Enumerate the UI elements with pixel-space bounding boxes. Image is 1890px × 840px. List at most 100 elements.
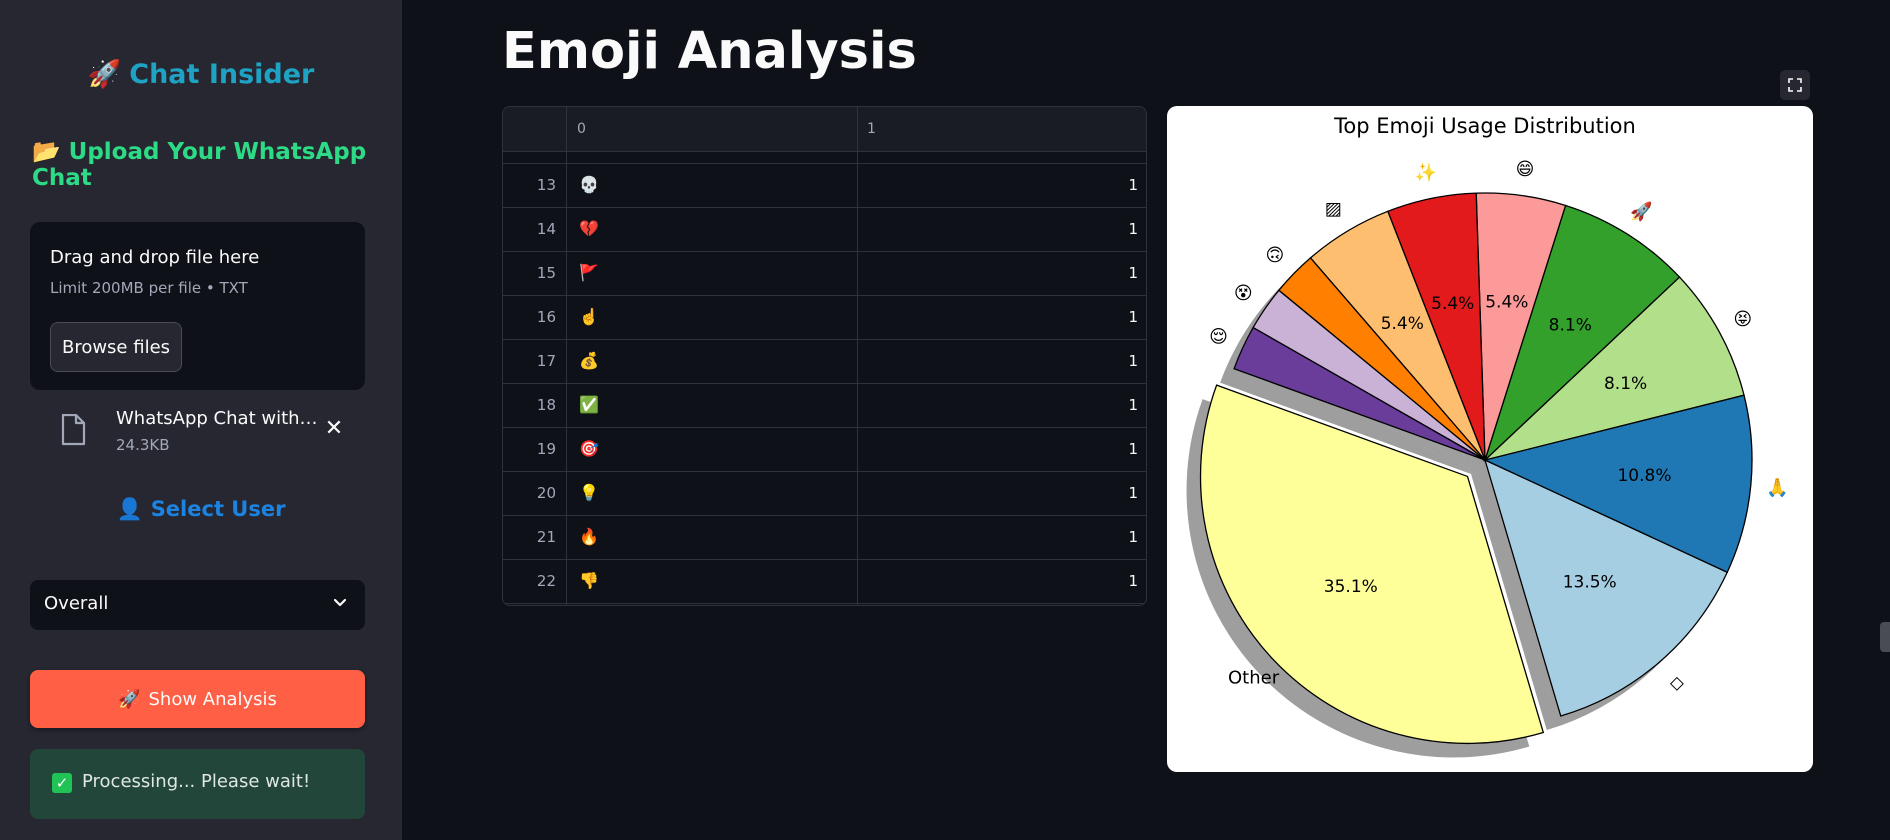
slice-category-label: 🙏 [1766, 478, 1788, 499]
table-header: 0 1 [503, 107, 1146, 152]
row-index: 18 [536, 396, 556, 414]
slice-percent-label: 8.1% [1604, 374, 1647, 394]
page-title: Emoji Analysis [502, 22, 917, 81]
table-row [503, 120, 1146, 164]
slice-category-label: 😵 [1234, 283, 1253, 304]
column-divider [566, 107, 567, 605]
count-cell: 1 [1128, 484, 1138, 502]
emoji-cell: 💔 [579, 219, 599, 238]
count-cell: 1 [1128, 264, 1138, 282]
show-analysis-label: Show Analysis [148, 688, 277, 710]
row-index: 16 [536, 308, 556, 326]
count-cell: 1 [1128, 396, 1138, 414]
brand-title: Chat Insider [129, 59, 315, 90]
slice-category-label: 😝 [1733, 309, 1752, 330]
row-index: 19 [536, 440, 556, 458]
table-row[interactable]: 15 🚩 1 [503, 252, 1146, 296]
dropzone-limit: Limit 200MB per file • TXT [50, 279, 248, 297]
file-dropzone[interactable]: Drag and drop file here Limit 200MB per … [30, 222, 365, 390]
slice-percent-label: 35.1% [1324, 577, 1378, 597]
count-cell: 1 [1128, 528, 1138, 546]
uploaded-file: WhatsApp Chat with T... 24.3KB ✕ [30, 400, 365, 466]
upload-heading: 📂 Upload Your WhatsApp Chat [32, 138, 402, 191]
column-divider [857, 107, 858, 605]
table-row[interactable]: 17 💰 1 [503, 340, 1146, 384]
emoji-cell: 👎 [579, 571, 599, 590]
row-index: 17 [536, 352, 556, 370]
slice-category-label: Other [1228, 668, 1280, 689]
slice-percent-label: 5.4% [1485, 292, 1528, 312]
rocket-icon: 🚀 [87, 59, 122, 90]
slice-category-label: ▨ [1325, 198, 1342, 219]
row-index: 14 [536, 220, 556, 238]
emoji-cell: ☝️ [579, 307, 599, 326]
app-brand: 🚀 Chat Insider [0, 58, 402, 90]
column-header-1[interactable]: 1 [867, 121, 876, 137]
count-cell: 1 [1128, 308, 1138, 326]
status-message: ✓ Processing... Please wait! [30, 749, 365, 819]
emoji-table[interactable]: 13 💀 1 14 💔 1 15 🚩 1 16 ☝️ 1 17 💰 1 18 ✅ 1 19 🎯 1 20 💡 1 21 🔥 1 22 👎… [502, 106, 1147, 606]
pie-slice [1483, 458, 1729, 717]
slice-category-label: ◇ [1670, 672, 1684, 693]
show-analysis-button[interactable]: 🚀 Show Analysis [30, 670, 365, 728]
table-row[interactable]: 19 🎯 1 [503, 428, 1146, 472]
fullscreen-button[interactable] [1780, 70, 1810, 100]
emoji-cell: 💡 [579, 483, 599, 502]
table-row[interactable]: 21 🔥 1 [503, 516, 1146, 560]
upload-heading-text: Upload Your WhatsApp Chat [32, 139, 367, 191]
column-header-0[interactable]: 0 [577, 121, 586, 137]
user-select-value: Overall [44, 593, 109, 614]
row-index: 22 [536, 572, 556, 590]
slice-category-label: 😌 [1209, 327, 1228, 348]
slice-category-label: 😄 [1516, 159, 1535, 180]
slice-percent-label: 13.5% [1563, 572, 1617, 592]
table-row[interactable]: 22 👎 1 [503, 560, 1146, 604]
emoji-cell: ✅ [579, 395, 599, 414]
table-row[interactable]: 18 ✅ 1 [503, 384, 1146, 428]
row-index: 15 [536, 264, 556, 282]
pie-slice [1483, 204, 1681, 463]
row-index: 21 [536, 528, 556, 546]
table-row[interactable]: 13 💀 1 [503, 164, 1146, 208]
slice-category-label: 🚀 [1630, 200, 1652, 222]
chart-title: Top Emoji Usage Distribution [1333, 114, 1636, 138]
rocket-icon: 🚀 [118, 688, 141, 710]
emoji-cell: 🚩 [579, 263, 599, 282]
file-name: WhatsApp Chat with T... [116, 408, 322, 429]
pie-slice [1233, 326, 1486, 461]
table-row[interactable]: 14 💔 1 [503, 208, 1146, 252]
select-user-text: Select User [150, 497, 286, 521]
file-size: 24.3KB [116, 436, 170, 454]
fullscreen-icon [1788, 78, 1802, 92]
remove-file-icon[interactable]: ✕ [324, 415, 344, 441]
table-row[interactable]: 16 ☝️ 1 [503, 296, 1146, 340]
slice-percent-label: 5.4% [1381, 314, 1424, 334]
count-cell: 1 [1128, 176, 1138, 194]
emoji-cell: 💀 [579, 175, 599, 194]
pie-slice [1483, 394, 1753, 574]
status-text: Processing... Please wait! [82, 771, 311, 792]
user-select[interactable]: Overall [30, 580, 365, 630]
emoji-cell: 🔥 [579, 527, 599, 546]
row-index: 20 [536, 484, 556, 502]
table-row[interactable]: 20 💡 1 [503, 472, 1146, 516]
edge-handle[interactable] [1880, 622, 1890, 652]
browse-files-button[interactable]: Browse files [50, 322, 182, 372]
select-user-heading: 👤 Select User [0, 497, 402, 522]
emoji-pie-chart: Top Emoji Usage Distribution 35.1% Other 13… [1167, 106, 1813, 772]
slice-category-label: 🙃 [1266, 245, 1285, 266]
count-cell: 1 [1128, 572, 1138, 590]
row-index: 13 [536, 176, 556, 194]
emoji-cell: 💰 [579, 351, 599, 370]
slice-percent-label: 8.1% [1549, 315, 1592, 335]
emoji-cell: 🎯 [579, 439, 599, 458]
count-cell: 1 [1128, 352, 1138, 370]
pie-slice [1482, 276, 1745, 462]
check-icon: ✓ [52, 773, 72, 793]
slice-percent-label: 5.4% [1431, 294, 1474, 314]
slice-percent-label: 10.8% [1617, 466, 1671, 486]
count-cell: 1 [1128, 220, 1138, 238]
file-icon [61, 414, 86, 446]
slice-category-label: ✨ [1415, 162, 1437, 183]
folder-icon: 📂 [32, 139, 61, 165]
